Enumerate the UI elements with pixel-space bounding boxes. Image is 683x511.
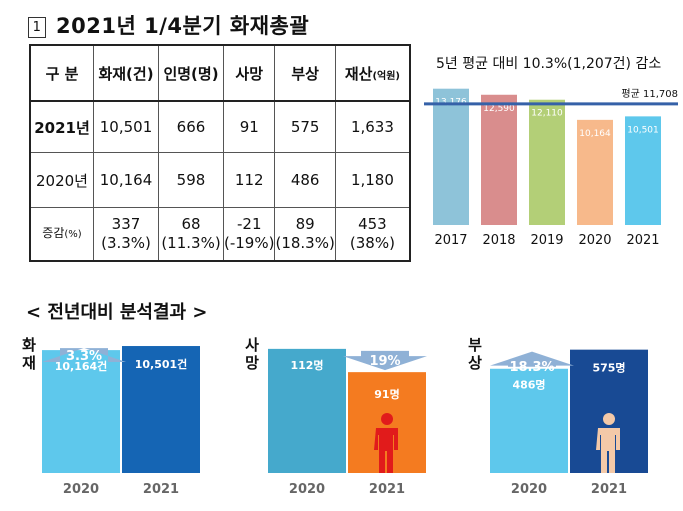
change-percent: (38%)	[349, 234, 395, 252]
x-tick-label: 2021	[369, 482, 405, 497]
five-year-bar-chart: 13,176201712,590201812,110201910,1642020…	[424, 88, 678, 248]
table-cell: 68 (11.3%)	[158, 207, 224, 262]
person-head	[381, 413, 393, 425]
x-tick-label: 2020	[289, 482, 325, 497]
average-label: 평균 11,708	[621, 88, 678, 100]
x-tick-label: 2021	[591, 482, 627, 497]
row-label-unit: (%)	[64, 229, 82, 241]
bar-value-label: 10,501	[627, 125, 659, 135]
table-cell: 1,180	[334, 152, 411, 208]
table-cell: 91	[222, 100, 276, 153]
change-value: -21	[236, 214, 262, 233]
x-tick-label: 2020	[63, 482, 99, 497]
bar-2018	[481, 94, 517, 225]
person-icon	[596, 413, 620, 473]
section-title: < 전년대비 분석결과 >	[26, 302, 208, 323]
bar-value-label: 486명	[512, 378, 545, 392]
header-category: 구 분	[29, 44, 94, 102]
increase-arrow	[490, 351, 574, 367]
table-cell: 112	[222, 152, 276, 208]
person-body	[596, 428, 620, 473]
person-icon	[374, 413, 398, 473]
row-label: 2021년	[29, 100, 94, 153]
five-year-chart-title: 5년 평균 대비 10.3%(1,207건) 감소	[436, 56, 662, 72]
x-tick-label: 2017	[434, 233, 467, 248]
bar-2021	[122, 346, 200, 473]
table-cell: 337 (3.3%)	[93, 207, 159, 262]
injury-comparison-chart: 2020 2021 18.3% 486명 575명	[490, 349, 648, 497]
table-row: 2021년 10,501 666 91 575 1,633	[29, 100, 411, 153]
section-number-box: 1	[28, 17, 46, 38]
header-property-unit: (억원)	[372, 70, 400, 82]
table-cell: 486	[274, 152, 336, 208]
table-cell: -21 (-19%)	[222, 207, 276, 262]
x-tick-label: 2020	[578, 233, 611, 248]
table-cell: 10,164	[93, 152, 159, 208]
header-property: 재산(억원)	[334, 44, 411, 102]
bar-value-label: 112명	[290, 358, 323, 372]
fire-comparison-chart: 2020 2021 3.3%10,164건 10,501건	[42, 346, 200, 497]
x-tick-label: 2021	[626, 233, 659, 248]
bar-value-label: 575명	[592, 361, 625, 375]
table-cell: 1,633	[334, 100, 411, 153]
bar-value-label: 10,164	[579, 129, 611, 139]
summary-table: 구 분 화재(건) 인명(명) 사망 부상 재산(억원) 2021년 10,50…	[29, 44, 411, 262]
change-percent: (3.3%)	[101, 234, 151, 252]
change-percent: (-19%)	[224, 234, 275, 252]
death-panel-label: 사망	[245, 336, 259, 372]
row-label: 증감(%)	[29, 207, 94, 262]
injury-panel-label: 부상	[468, 336, 482, 372]
bar-value-label: 91명	[374, 387, 399, 401]
change-percent: (11.3%)	[161, 234, 221, 252]
decrease-arrow	[343, 350, 427, 371]
bar-2020	[490, 368, 568, 473]
change-label: 18.3%	[509, 360, 554, 375]
change-value: 89	[295, 214, 315, 233]
change-label: 3.3%	[66, 349, 102, 364]
bar-2020	[577, 119, 613, 225]
change-value: 337	[111, 214, 141, 233]
bar-2020	[42, 350, 120, 473]
x-tick-label: 2019	[530, 233, 563, 248]
header-property-label: 재산	[344, 64, 373, 83]
table-cell: 89 (18.3%)	[274, 207, 336, 262]
change-value: 453	[358, 214, 387, 233]
bar-2019	[529, 99, 565, 225]
death-comparison-chart: 2020 2021 19% 112명 91명	[268, 348, 427, 497]
table-cell: 453 (38%)	[334, 207, 411, 262]
page-title-text: 2021년 1/4분기 화재총괄	[56, 14, 310, 38]
header-deaths: 사망	[222, 44, 276, 102]
change-label: 19%	[369, 354, 400, 369]
row-label: 2020년	[29, 152, 94, 208]
increase-arrow	[42, 348, 126, 363]
row-label-text: 증감	[42, 226, 65, 241]
table-cell: 666	[158, 100, 224, 153]
change-value: 68	[181, 214, 201, 233]
table-row: 증감(%) 337 (3.3%) 68 (11.3%) -21 (-19%) 89 (1…	[29, 207, 411, 262]
person-head	[603, 413, 615, 425]
bar-2021	[625, 116, 661, 225]
table-header-row: 구 분 화재(건) 인명(명) 사망 부상 재산(억원)	[29, 44, 411, 102]
table-cell: 575	[274, 100, 336, 153]
change-percent: (18.3%)	[275, 234, 335, 252]
header-injuries: 부상	[274, 44, 336, 102]
bar-value-label: 12,590	[483, 104, 515, 114]
bar-2020	[268, 348, 346, 473]
table-row: 2020년 10,164 598 112 486 1,180	[29, 152, 411, 208]
page-title: 1 2021년 1/4분기 화재총괄	[28, 10, 309, 40]
bar-value-label: 12,110	[531, 109, 563, 119]
x-tick-label: 2021	[143, 482, 179, 497]
header-casualties: 인명(명)	[158, 44, 224, 102]
bar-value-label: 10,164건	[55, 359, 108, 373]
table-cell: 10,501	[93, 100, 159, 153]
bar-value-label: 10,501건	[135, 357, 188, 371]
header-fires: 화재(건)	[93, 44, 159, 102]
bar-2017	[433, 88, 469, 225]
person-body	[374, 428, 398, 473]
table-cell: 598	[158, 152, 224, 208]
x-tick-label: 2020	[511, 482, 547, 497]
fire-panel-label: 화재	[22, 336, 36, 372]
x-tick-label: 2018	[482, 233, 515, 248]
